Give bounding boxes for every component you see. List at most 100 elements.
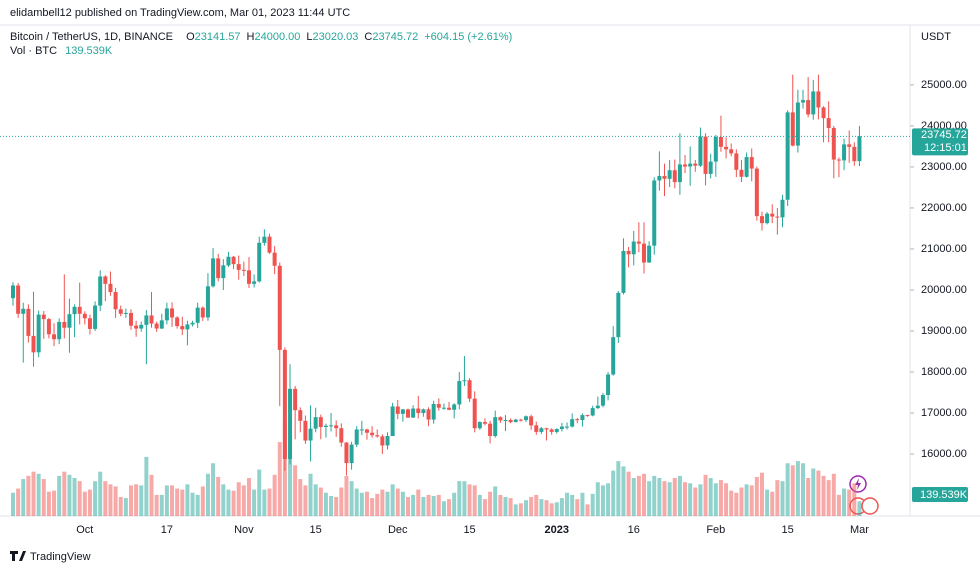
candle-body (370, 432, 375, 436)
volume-bar (334, 497, 339, 516)
volume-bar (801, 463, 806, 516)
candle-body (826, 118, 831, 128)
candle-body (216, 258, 221, 279)
volume-bar (323, 492, 328, 516)
x-tick-label: Mar (850, 524, 869, 536)
candle-body (349, 444, 354, 464)
volume-bar (703, 474, 708, 516)
volume-bar (739, 487, 744, 516)
volume-bar (406, 497, 411, 516)
candle-body (308, 428, 313, 441)
candle-body (580, 415, 585, 421)
candle-body (775, 216, 780, 218)
candle-body (385, 436, 390, 446)
volume-bar (457, 481, 462, 516)
candle-body (811, 91, 816, 115)
volume-bar (303, 485, 308, 516)
candle-body (518, 419, 523, 421)
volume-bar (585, 504, 590, 516)
candle-body (57, 321, 62, 340)
candle-body (575, 419, 580, 421)
volume-bar (693, 487, 698, 516)
volume-bar (734, 492, 739, 516)
brand-name: TradingView (30, 551, 91, 563)
volume-bar (688, 483, 693, 516)
candle-body (144, 315, 149, 325)
legend-line: Bitcoin / TetherUS, 1D, BINANCE O23141.5… (10, 31, 512, 43)
candle-body (354, 429, 359, 445)
candle-body (154, 323, 159, 329)
candle-body (339, 428, 344, 443)
candle-body (621, 251, 626, 293)
candle-body (62, 321, 67, 328)
candle-body (749, 157, 754, 169)
volume-bar (113, 486, 118, 516)
candle-body (836, 159, 841, 161)
volume-bar (462, 481, 467, 516)
candle-body (477, 422, 482, 429)
candle-body (452, 404, 457, 410)
volume-bar (46, 491, 51, 516)
x-tick-label: Oct (76, 524, 93, 536)
candle-body (16, 285, 21, 314)
candle-body (482, 422, 487, 424)
candle-body (190, 322, 195, 325)
volume-bar (790, 465, 795, 516)
candle-body (498, 417, 503, 421)
candle-body (31, 335, 36, 353)
candle-body (606, 374, 611, 395)
volume-bar (626, 471, 631, 516)
publisher-line: elidambell12 published on TradingView.co… (10, 7, 350, 19)
volume-bar (759, 472, 764, 516)
candle-body (226, 256, 231, 266)
volume-bar (144, 456, 149, 516)
candle-body (662, 175, 667, 179)
y-tick-label: 16000.00 (921, 448, 967, 460)
candle-body (544, 428, 549, 430)
candle-body (754, 168, 759, 217)
volume-bar (267, 488, 272, 516)
candle-body (636, 241, 641, 244)
candle-body (67, 314, 72, 328)
volume-bar (503, 497, 508, 516)
candle-body (472, 398, 477, 429)
volume-bar (252, 489, 257, 516)
volume-bar (170, 485, 175, 516)
volume-bar (375, 493, 380, 516)
volume-bar (339, 487, 344, 516)
volume-bar (41, 479, 46, 516)
candle-body (821, 107, 826, 119)
volume-bar (231, 490, 236, 516)
candle-body (590, 408, 595, 416)
candle-body (734, 153, 739, 170)
candle-body (41, 314, 46, 320)
candle-body (672, 170, 677, 183)
candle-body (790, 112, 795, 146)
volume-bar (31, 471, 36, 516)
candle-body (323, 425, 328, 427)
candle-body (267, 236, 272, 253)
x-tick-label: Dec (388, 524, 408, 536)
candle-body (318, 417, 323, 427)
volume-bar (477, 494, 482, 516)
candle-body (375, 435, 380, 437)
volume-bar (826, 480, 831, 516)
candle-body (313, 417, 318, 429)
volume-bar (288, 452, 293, 516)
candle-body (411, 408, 416, 418)
candle-body (801, 100, 806, 103)
volume-bar (493, 486, 498, 516)
volume-bar (513, 504, 518, 516)
y-tick-label: 24000.00 (921, 120, 967, 132)
y-tick-label: 19000.00 (921, 325, 967, 337)
volume-bar (621, 466, 626, 516)
volume-bar (277, 442, 282, 516)
volume-bar (847, 489, 852, 516)
volume-bar (616, 461, 621, 516)
volume-bar (57, 475, 62, 516)
volume-bar (108, 484, 113, 516)
candle-body (441, 407, 446, 409)
candle-body (770, 213, 775, 217)
candle-body (765, 213, 770, 224)
candle-body (600, 394, 605, 406)
